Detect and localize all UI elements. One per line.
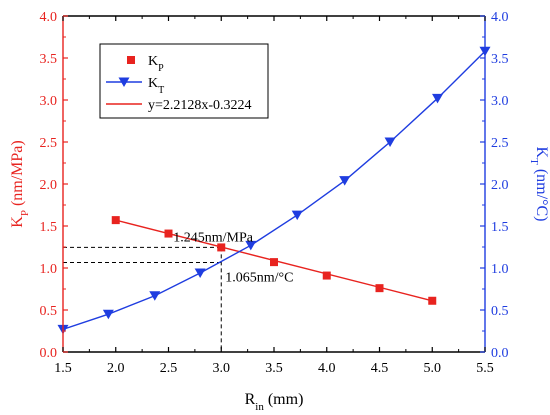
kt-point <box>149 291 161 301</box>
y-left-axis-title-main: K <box>9 216 26 228</box>
legend-kt-label: KT <box>148 76 164 96</box>
y-right-tick-label: 0.5 <box>491 304 509 319</box>
x-tick-label: 3.5 <box>265 361 283 376</box>
y-left-tick-label: 2.0 <box>40 178 58 193</box>
kt-point <box>384 137 396 147</box>
x-axis-title: Rin (mm) <box>245 391 304 413</box>
legend-kt-marker <box>118 77 130 87</box>
y-right-tick-label: 2.0 <box>491 178 509 193</box>
annotation-label: 1.065nm/°C <box>225 271 293 286</box>
y-left-tick-label: 4.0 <box>40 10 58 25</box>
legend: KP KT y=2.2128x-0.3224 <box>99 43 269 119</box>
y-left-tick-label: 1.0 <box>40 262 58 277</box>
legend-kp-marker <box>127 56 135 64</box>
y-left-tick-label: 0.5 <box>40 304 58 319</box>
kp-point <box>217 243 226 252</box>
y-right-tick-label: 2.5 <box>491 136 509 151</box>
x-axis-title-sub: in <box>255 401 264 413</box>
legend-item-kt: KT <box>106 76 164 96</box>
y-right-axis-title-main: K <box>533 147 550 159</box>
y-right-axis-title-sub: T <box>528 158 540 165</box>
kp-point <box>111 216 120 225</box>
y-left-axis-title-unit: (nm/MPa) <box>9 140 26 210</box>
legend-kp-main: K <box>148 54 158 69</box>
kt-point <box>339 176 351 186</box>
y-right-axis-title-unit: (nm/°C) <box>533 165 550 222</box>
legend-item-fit: y=2.2128x-0.3224 <box>106 98 252 113</box>
x-tick-label: 1.5 <box>54 361 72 376</box>
annotations-layer: 1.245nm/MPa 1.065nm/°C <box>173 230 293 285</box>
kp-point <box>322 271 331 280</box>
y-right-tick-label: 3.0 <box>491 94 509 109</box>
y-right-tick-label: 4.0 <box>491 10 509 25</box>
x-tick-label: 4.0 <box>318 361 336 376</box>
kt-point <box>245 240 257 251</box>
x-tick-label: 2.5 <box>160 361 178 376</box>
ticks-layer: 1.5 2.0 2.5 3.0 3.5 4.0 4.5 5.0 5.50.00.51.01.52… <box>40 10 509 376</box>
x-axis-title-main: R <box>245 391 256 408</box>
x-tick-label: 5.5 <box>476 361 494 376</box>
kt-point <box>102 309 114 320</box>
y-right-axis-title: KT (nm/°C) <box>528 147 550 222</box>
x-tick-label: 3.0 <box>213 361 231 376</box>
y-left-tick-label: 2.5 <box>40 136 58 151</box>
y-left-tick-label: 3.5 <box>40 52 58 67</box>
legend-kp-sub: P <box>158 63 164 74</box>
reference-guides <box>63 246 222 352</box>
kp-point <box>270 258 278 267</box>
y-left-axis-title: KP (nm/MPa) <box>9 140 31 227</box>
kp-point <box>375 284 384 293</box>
legend-kt-sub: T <box>158 85 164 96</box>
legend-item-kp: KP <box>127 54 164 74</box>
y-left-tick-label: 1.5 <box>40 220 58 235</box>
y-left-tick-label: 3.0 <box>40 94 58 109</box>
kt-point <box>194 268 206 279</box>
kt-series-line <box>63 50 485 330</box>
x-tick-label: 4.5 <box>371 361 389 376</box>
kt-point <box>432 93 444 104</box>
x-tick-label: 2.0 <box>107 361 125 376</box>
legend-kt-main: K <box>148 76 158 91</box>
x-axis-title-unit: (mm) <box>264 391 304 408</box>
y-right-tick-label: 1.5 <box>491 220 509 235</box>
markers-layer <box>57 46 491 335</box>
y-left-axis-title-sub: P <box>19 210 31 216</box>
legend-kp-label: KP <box>148 54 164 74</box>
x-tick-label: 5.0 <box>424 361 442 376</box>
y-right-tick-label: 0.0 <box>491 346 509 361</box>
annotation-label: 1.245nm/MPa <box>173 230 254 245</box>
legend-fit-label: y=2.2128x-0.3224 <box>148 98 252 113</box>
kp-point <box>428 296 437 305</box>
y-left-tick-label: 0.0 <box>40 346 58 361</box>
y-right-tick-label: 1.0 <box>491 262 509 277</box>
y-right-tick-label: 3.5 <box>491 52 509 67</box>
kt-point <box>291 210 303 221</box>
kp-point <box>164 229 173 238</box>
